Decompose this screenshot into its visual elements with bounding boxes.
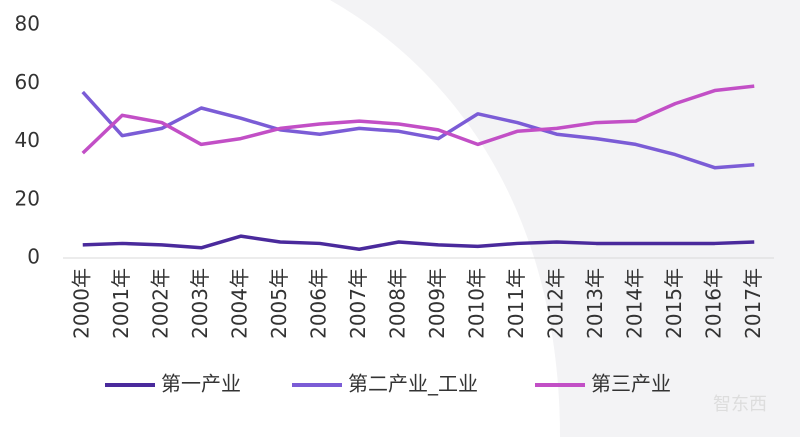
y-tick-label: 0 xyxy=(27,245,40,269)
x-tick-label: 2014年 xyxy=(622,268,646,339)
x-tick-label: 2007年 xyxy=(346,268,370,339)
x-tick-label: 2010年 xyxy=(464,268,488,339)
x-tick-label: 2008年 xyxy=(385,268,409,339)
y-tick-label: 20 xyxy=(15,186,40,210)
x-tick-label: 2005年 xyxy=(267,268,291,339)
x-tick-label: 2017年 xyxy=(741,268,765,339)
x-tick-label: 2009年 xyxy=(425,268,449,339)
x-tick-label: 2011年 xyxy=(504,268,528,339)
series-line xyxy=(81,90,755,170)
x-tick-label: 2015年 xyxy=(662,268,686,339)
x-tick-label: 2016年 xyxy=(701,268,725,339)
background-swoosh xyxy=(330,0,800,437)
x-tick-label: 2001年 xyxy=(109,268,133,339)
legend-label: 第三产业 xyxy=(591,372,671,396)
series-line xyxy=(81,84,755,155)
y-tick-label: 80 xyxy=(15,12,40,36)
series-line xyxy=(82,234,755,252)
y-tick-label: 60 xyxy=(15,70,40,94)
x-tick-label: 2000年 xyxy=(69,268,93,339)
legend-label: 第一产业 xyxy=(161,372,241,396)
x-tick-label: 2004年 xyxy=(227,268,251,339)
x-tick-label: 2002年 xyxy=(148,268,172,339)
legend-label: 第二产业_工业 xyxy=(348,372,478,396)
y-tick-label: 40 xyxy=(15,128,40,152)
x-tick-label: 2013年 xyxy=(583,268,607,339)
x-tick-label: 2006年 xyxy=(306,268,330,339)
watermark: 智东西 xyxy=(713,394,767,415)
x-tick-label: 2003年 xyxy=(188,268,212,339)
x-tick-label: 2012年 xyxy=(543,268,567,339)
